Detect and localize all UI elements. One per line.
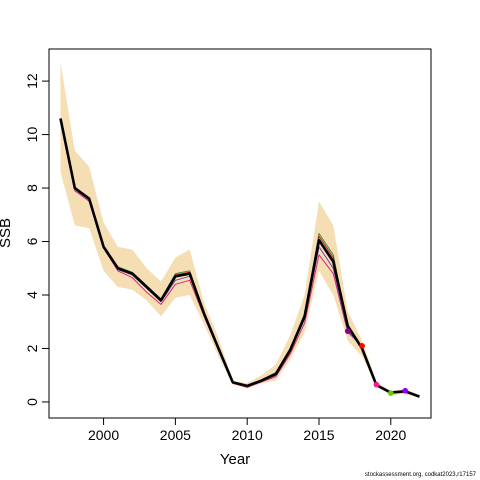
y-tick-label-4: 4 xyxy=(24,291,40,299)
x-axis: 2000 2005 2010 2015 2020 xyxy=(88,417,407,443)
endpoint-2020 xyxy=(388,390,394,396)
x-tick-label-2020: 2020 xyxy=(375,427,406,443)
endpoint-2021 xyxy=(402,387,409,394)
x-tick-label-2000: 2000 xyxy=(88,427,119,443)
x-axis-title: Year xyxy=(220,451,250,468)
confidence-band-layer xyxy=(60,62,420,398)
y-tick-label-8: 8 xyxy=(24,184,40,192)
y-tick-label-2: 2 xyxy=(24,344,40,352)
y-axis-title: SSB xyxy=(0,218,14,248)
confidence-band xyxy=(60,62,420,398)
x-tick-label-2005: 2005 xyxy=(160,427,191,443)
y-tick-label-0: 0 xyxy=(24,398,40,406)
y-tick-label-6: 6 xyxy=(24,237,40,245)
y-axis: 0 2 4 6 8 10 12 xyxy=(24,73,50,406)
endpoint-layer xyxy=(344,328,409,396)
endpoint-2018 xyxy=(359,343,365,349)
x-tick-label-2015: 2015 xyxy=(303,427,334,443)
credit-text: stockassessment.org, codkat2023,r17157 xyxy=(365,472,477,478)
endpoint-2017 xyxy=(344,328,351,334)
y-tick-label-12: 12 xyxy=(24,73,40,89)
y-tick-label-10: 10 xyxy=(24,127,40,143)
endpoint-2019 xyxy=(373,381,380,388)
x-tick-label-2010: 2010 xyxy=(232,427,263,443)
